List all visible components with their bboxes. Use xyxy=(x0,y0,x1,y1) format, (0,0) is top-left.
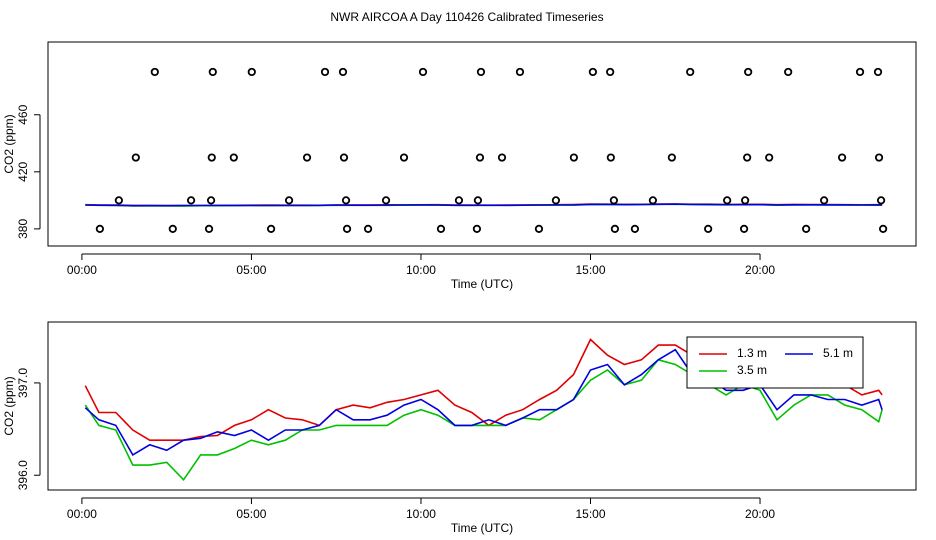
series-line xyxy=(84,358,883,482)
data-point xyxy=(267,224,276,233)
data-point xyxy=(454,196,464,205)
data-point xyxy=(515,67,525,77)
data-point xyxy=(739,224,749,233)
data-point xyxy=(204,224,214,233)
data-point xyxy=(686,67,695,77)
data-point xyxy=(399,153,409,162)
data-point xyxy=(229,153,238,162)
data-point xyxy=(855,67,865,77)
data-point xyxy=(534,224,544,233)
data-point xyxy=(363,224,373,233)
data-point xyxy=(131,153,140,162)
y-tick-label: 397.0 xyxy=(16,368,30,398)
data-point xyxy=(648,196,657,205)
data-point xyxy=(338,67,348,77)
data-point xyxy=(744,67,753,77)
x-tick-label: 20:00 xyxy=(745,263,775,277)
x-tick-label: 10:00 xyxy=(406,507,436,521)
data-point xyxy=(820,196,829,205)
data-point xyxy=(95,224,104,233)
data-point xyxy=(284,196,294,205)
data-point xyxy=(765,153,774,162)
data-point xyxy=(784,67,793,77)
data-point xyxy=(476,67,486,77)
data-point xyxy=(339,153,349,162)
data-point xyxy=(837,153,847,162)
x-tick-label: 00:00 xyxy=(67,263,97,277)
data-point xyxy=(873,67,883,77)
data-point xyxy=(150,67,159,77)
x-tick-label: 05:00 xyxy=(236,507,266,521)
data-point xyxy=(667,153,676,162)
data-point xyxy=(342,224,352,233)
data-point xyxy=(207,153,216,162)
data-point xyxy=(606,153,615,162)
legend-label: 5.1 m xyxy=(823,346,853,360)
data-point xyxy=(704,224,713,233)
x-tick-label: 15:00 xyxy=(575,263,605,277)
data-point xyxy=(609,196,618,205)
data-point xyxy=(802,224,811,233)
data-point xyxy=(588,67,597,77)
y-axis-title: CO2 (ppm) xyxy=(2,114,16,173)
data-point xyxy=(186,196,196,205)
data-point xyxy=(569,153,578,162)
data-point xyxy=(114,196,123,205)
legend-box xyxy=(686,336,864,389)
x-tick-label: 10:00 xyxy=(406,263,436,277)
y-tick-label: 380 xyxy=(16,219,30,239)
data-point xyxy=(208,67,217,77)
legend-label: 1.3 m xyxy=(737,346,767,360)
data-point xyxy=(723,196,732,205)
x-tick-label: 15:00 xyxy=(575,507,605,521)
data-point xyxy=(876,196,886,205)
x-tick-label: 05:00 xyxy=(236,263,266,277)
data-point xyxy=(418,67,428,77)
legend-label: 3.5 m xyxy=(737,363,767,377)
data-point xyxy=(741,196,750,205)
data-point xyxy=(475,153,485,162)
chart-title: NWR AIRCOA A Day 110426 Calibrated Times… xyxy=(330,10,603,24)
data-point xyxy=(472,224,482,233)
y-tick-label: 420 xyxy=(16,161,30,181)
data-point xyxy=(743,153,752,162)
data-point xyxy=(320,67,330,77)
plot-frame xyxy=(47,321,917,491)
x-axis-title: Time (UTC) xyxy=(451,277,513,291)
data-point xyxy=(879,224,888,233)
data-point xyxy=(473,196,483,205)
data-point xyxy=(168,224,177,233)
data-point xyxy=(381,196,391,205)
data-point xyxy=(606,67,615,77)
data-point xyxy=(247,67,256,77)
data-point xyxy=(341,196,351,205)
y-tick-label: 460 xyxy=(16,104,30,124)
data-point xyxy=(436,224,446,233)
data-point xyxy=(630,224,640,233)
x-tick-label: 00:00 xyxy=(67,507,97,521)
x-axis-title: Time (UTC) xyxy=(451,521,513,535)
data-point xyxy=(206,196,216,205)
y-tick-label: 396.0 xyxy=(16,460,30,490)
series-line xyxy=(85,203,883,207)
x-tick-label: 20:00 xyxy=(745,507,775,521)
data-point xyxy=(302,153,312,162)
data-point xyxy=(497,153,507,162)
data-point xyxy=(610,224,620,233)
data-point xyxy=(874,153,884,162)
plot-frame xyxy=(47,41,917,247)
data-point xyxy=(551,196,561,205)
y-axis-title: CO2 (ppm) xyxy=(2,376,16,435)
